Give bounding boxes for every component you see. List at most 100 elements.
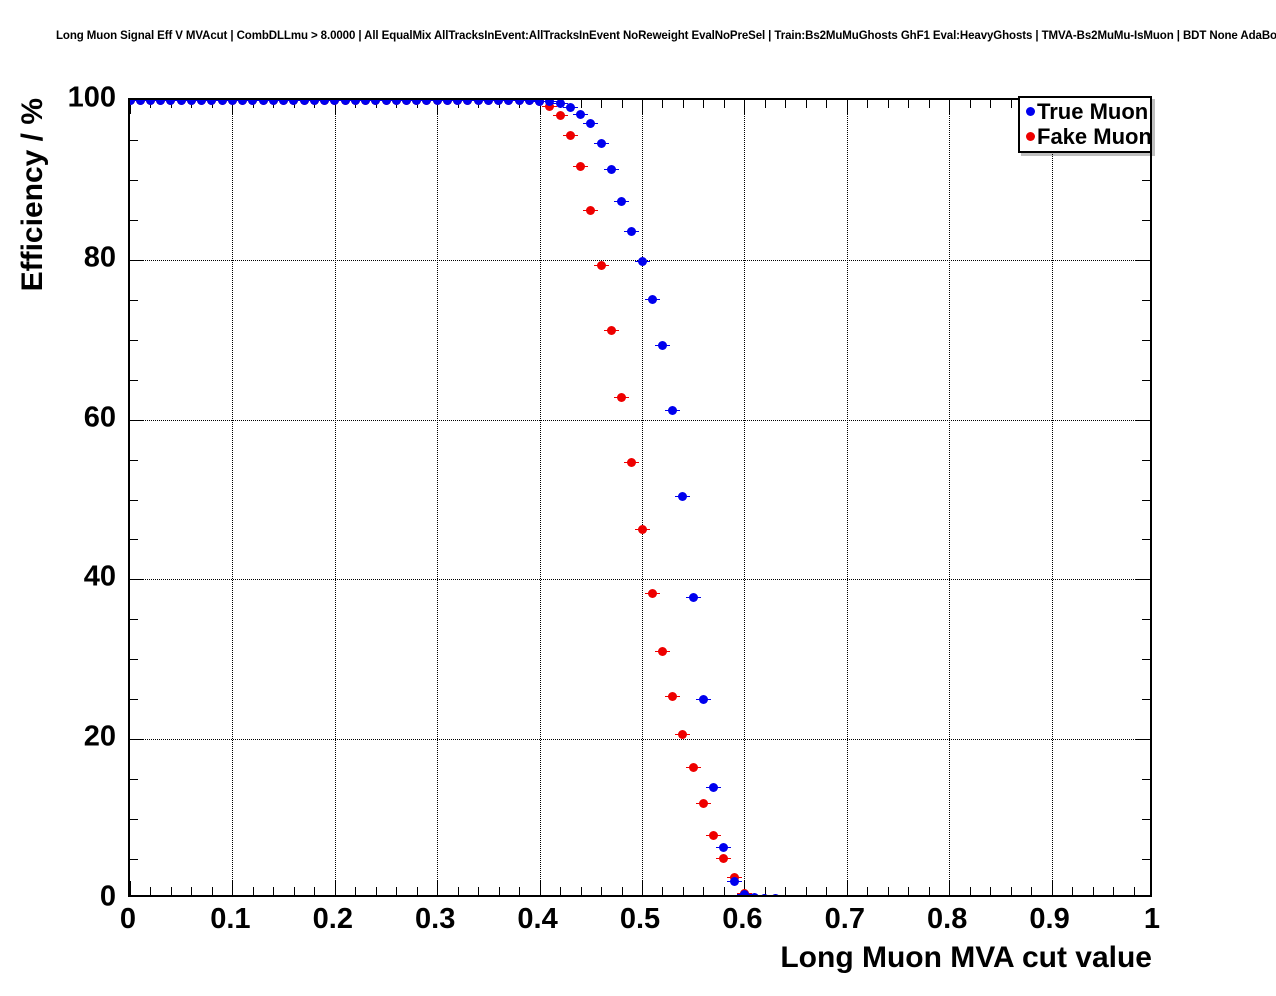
y-axis-tick-right [1142,859,1150,861]
y-axis-tick [130,819,138,821]
y-tick-label: 20 [83,720,116,753]
data-point [388,100,404,105]
gridline-vertical [539,100,541,895]
data-point [224,100,240,105]
y-tick-label: 60 [83,401,116,434]
x-tick-label: 0.1 [210,903,251,935]
y-axis-tick [130,259,144,261]
x-axis-tick [416,887,418,895]
gridline-vertical [232,100,234,895]
x-axis-tick [1051,881,1053,895]
y-axis-tick [130,699,138,701]
data-point [532,100,548,107]
data-point [583,119,599,129]
x-axis-tick-top [703,100,705,108]
x-axis-tick-top [949,100,951,114]
x-axis-tick-top [928,100,930,108]
x-axis-tick [867,887,869,895]
x-axis-tick-top [621,100,623,108]
x-axis-tick [580,887,582,895]
x-axis-tick [1113,887,1115,895]
data-point [562,130,578,140]
data-point [634,524,650,534]
x-axis-tick-top [682,100,684,108]
y-axis-tick [130,419,144,421]
data-point [685,763,701,773]
legend-item-fake-muon[interactable]: Fake Muon [1020,124,1152,149]
data-point [716,842,732,852]
data-point [130,100,138,105]
data-point [706,782,722,792]
data-point [521,100,537,106]
data-point [654,646,670,656]
data-point [583,205,599,215]
legend-marker-true-muon [1026,107,1035,116]
data-point [235,100,251,105]
x-axis-tick [642,881,643,895]
y-axis-tick-right [1142,379,1150,381]
y-axis-tick [130,499,138,501]
y-axis-tick-right [1142,219,1150,221]
x-axis-tick-top [723,100,725,108]
data-point [726,876,742,886]
data-point [542,100,558,107]
y-axis-tick-right [1142,339,1150,341]
x-axis-tick [519,887,521,895]
y-axis-tick-right [1142,539,1150,541]
data-point [306,100,322,105]
data-point [685,593,701,603]
x-axis-tick [805,887,807,895]
x-axis-tick [1031,887,1033,895]
y-tick-label: 0 [99,880,116,913]
x-axis-tick [621,887,623,895]
x-tick-label: 0 [119,903,137,935]
y-axis-tick [130,539,138,541]
data-point [439,100,455,105]
x-tick-label: 0.5 [619,903,661,935]
data-point [265,100,281,105]
x-axis-tick-top [764,100,766,108]
legend-marker-fake-muon [1026,132,1035,141]
y-axis-tick [130,659,138,661]
y-axis-tick-right [1142,779,1150,781]
data-point [173,100,189,105]
data-point [624,458,640,468]
x-axis-tick [1092,887,1094,895]
x-axis-tick [1133,887,1135,895]
data-point [378,100,394,105]
x-axis-tick [191,887,193,895]
x-axis-tick [601,887,603,895]
data-point [695,798,711,808]
data-point [665,691,681,701]
x-axis-tick [846,881,848,895]
data-point [716,853,732,863]
data-point [358,100,374,105]
x-axis-tick [437,881,439,895]
data-point [409,100,425,105]
data-point [194,100,210,105]
gridline-horizontal [130,419,1150,421]
legend-item-true-muon[interactable]: True Muon [1020,99,1150,124]
data-point [573,161,589,171]
chart-legend[interactable]: True Muon Fake Muon [1018,96,1152,153]
data-point [398,100,414,105]
data-point [593,260,609,270]
data-point [368,100,384,105]
data-point [552,110,568,120]
chart-title: Long Muon Signal Eff V MVAcut | CombDLLm… [56,30,1276,42]
data-point [511,100,527,105]
x-axis-tick [560,887,562,895]
data-point [204,100,220,105]
x-axis-tick [703,887,705,895]
data-point [675,729,691,739]
x-axis-tick-top [1010,100,1012,108]
data-point [317,100,333,105]
y-axis-tick-right [1136,579,1150,581]
y-axis-tick [130,579,144,581]
y-axis-tick-right [1142,659,1150,661]
y-axis-tick [130,379,138,381]
x-tick-label: 0.6 [722,903,763,935]
data-point [501,100,517,105]
data-point [163,100,179,105]
